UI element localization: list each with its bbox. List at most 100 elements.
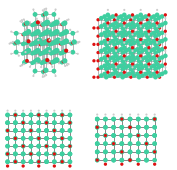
Circle shape <box>140 58 142 60</box>
Circle shape <box>14 160 17 163</box>
Circle shape <box>145 50 150 55</box>
Circle shape <box>104 134 107 137</box>
Circle shape <box>67 63 70 65</box>
Circle shape <box>68 136 72 141</box>
Circle shape <box>144 125 149 130</box>
Circle shape <box>132 49 136 53</box>
Circle shape <box>50 60 55 65</box>
Circle shape <box>144 150 149 154</box>
Circle shape <box>145 142 148 145</box>
Circle shape <box>153 158 156 162</box>
Circle shape <box>5 121 10 125</box>
Circle shape <box>41 51 45 55</box>
Circle shape <box>143 22 148 27</box>
Circle shape <box>111 141 116 146</box>
Circle shape <box>143 31 148 35</box>
Circle shape <box>145 114 147 116</box>
Circle shape <box>47 17 49 19</box>
Circle shape <box>152 22 156 27</box>
Circle shape <box>54 48 60 54</box>
Circle shape <box>124 40 128 45</box>
Circle shape <box>135 31 140 35</box>
Circle shape <box>148 49 153 53</box>
Circle shape <box>68 128 72 133</box>
Circle shape <box>43 58 48 64</box>
Circle shape <box>95 158 99 162</box>
Circle shape <box>63 29 69 35</box>
Circle shape <box>5 121 10 125</box>
Circle shape <box>24 51 27 53</box>
Circle shape <box>153 150 156 154</box>
Circle shape <box>50 32 55 36</box>
Circle shape <box>148 65 153 70</box>
Circle shape <box>119 117 124 121</box>
Circle shape <box>60 121 64 125</box>
Circle shape <box>106 62 110 66</box>
Circle shape <box>156 57 161 61</box>
Circle shape <box>29 113 33 117</box>
Circle shape <box>115 73 120 78</box>
Circle shape <box>112 34 117 38</box>
Circle shape <box>137 158 140 162</box>
Circle shape <box>152 39 156 43</box>
Circle shape <box>107 32 112 37</box>
Circle shape <box>54 29 60 35</box>
Circle shape <box>53 137 56 140</box>
Circle shape <box>123 58 125 60</box>
Circle shape <box>50 62 53 64</box>
Circle shape <box>119 47 123 52</box>
Circle shape <box>21 136 25 141</box>
Circle shape <box>24 29 27 31</box>
Circle shape <box>155 62 159 66</box>
Circle shape <box>140 40 145 45</box>
Circle shape <box>145 42 150 47</box>
Circle shape <box>111 133 116 138</box>
Circle shape <box>104 158 107 162</box>
Circle shape <box>78 41 81 43</box>
Circle shape <box>44 48 50 54</box>
Circle shape <box>33 50 38 55</box>
Circle shape <box>164 62 167 66</box>
Circle shape <box>132 57 136 61</box>
Circle shape <box>139 71 142 74</box>
Circle shape <box>52 144 57 148</box>
Circle shape <box>124 73 128 78</box>
Circle shape <box>59 43 62 46</box>
Circle shape <box>148 66 150 68</box>
Circle shape <box>29 121 33 125</box>
Circle shape <box>61 50 66 55</box>
Circle shape <box>152 158 157 162</box>
Circle shape <box>156 9 158 11</box>
Circle shape <box>69 29 71 31</box>
Circle shape <box>48 39 51 41</box>
Circle shape <box>103 150 108 154</box>
Circle shape <box>29 121 33 125</box>
Circle shape <box>164 50 166 52</box>
Circle shape <box>13 144 18 148</box>
Circle shape <box>27 44 30 46</box>
Circle shape <box>96 51 100 54</box>
Circle shape <box>44 113 49 117</box>
Circle shape <box>29 113 33 117</box>
Circle shape <box>47 62 49 65</box>
Circle shape <box>32 51 36 55</box>
Circle shape <box>36 128 41 133</box>
Circle shape <box>21 152 25 156</box>
Circle shape <box>36 144 41 148</box>
Circle shape <box>95 133 99 138</box>
Circle shape <box>13 41 17 46</box>
Circle shape <box>164 46 167 49</box>
Circle shape <box>152 141 157 146</box>
Circle shape <box>22 41 26 46</box>
Circle shape <box>119 141 124 146</box>
Circle shape <box>36 144 41 148</box>
Circle shape <box>21 144 25 148</box>
Circle shape <box>68 121 72 125</box>
Circle shape <box>33 40 38 45</box>
Circle shape <box>60 144 64 148</box>
Circle shape <box>13 136 18 141</box>
Circle shape <box>107 25 109 27</box>
Circle shape <box>148 32 153 37</box>
Circle shape <box>53 113 56 117</box>
Circle shape <box>148 50 150 52</box>
